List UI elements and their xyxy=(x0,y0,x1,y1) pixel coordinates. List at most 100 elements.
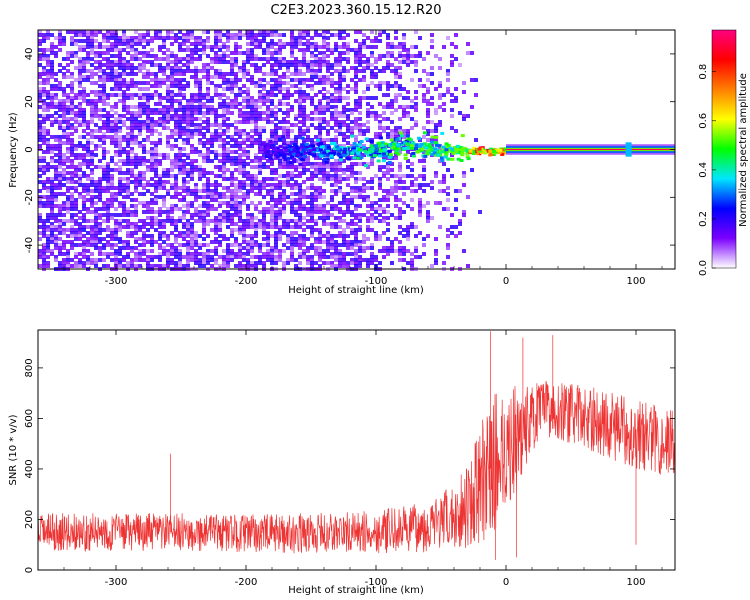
spectrogram-cell xyxy=(102,141,106,145)
spectrogram-cell xyxy=(270,108,274,112)
spectrogram-cell xyxy=(170,183,174,187)
spectrogram-cell xyxy=(146,201,150,205)
spectrogram-cell xyxy=(334,240,338,244)
spectrogram-cell xyxy=(258,93,262,97)
spectrogram-cell xyxy=(246,36,250,40)
spectrogram-cell xyxy=(86,177,90,181)
spectrogram-cell xyxy=(398,51,402,55)
spectrogram-cell xyxy=(178,243,182,247)
spectrogram-cell xyxy=(234,150,238,154)
spectrogram-cell xyxy=(474,138,478,142)
spectrogram-cell xyxy=(74,198,78,202)
spectrogram-cell xyxy=(278,81,282,85)
spectrogram-cell xyxy=(194,111,198,115)
spectrogram-cell xyxy=(82,147,86,151)
spectrogram-cell xyxy=(414,69,418,73)
spectrogram-cell xyxy=(306,207,310,211)
spectrogram-cell xyxy=(38,204,42,208)
spectrogram-cell xyxy=(74,234,78,238)
spectrogram-cell xyxy=(405,139,410,143)
spectrogram-cell xyxy=(362,213,366,217)
spectrogram-cell xyxy=(126,45,130,49)
spectrogram-cell xyxy=(62,153,66,157)
spectrogram-cell xyxy=(266,51,270,55)
spectrogram-cell xyxy=(162,174,166,178)
spectrogram-cell xyxy=(222,165,226,169)
spectrogram-cell xyxy=(282,249,286,253)
spectrogram-cell xyxy=(118,63,122,67)
spectrogram-cell xyxy=(174,249,178,253)
spectrogram-cell xyxy=(262,210,266,214)
spectrogram-cell xyxy=(246,93,250,97)
spectrogram-cell xyxy=(178,153,182,157)
spectrogram-cell xyxy=(38,264,42,268)
spectrogram-cell xyxy=(282,198,286,202)
spectrogram-cell xyxy=(366,114,370,118)
spectrogram-cell xyxy=(326,231,330,235)
spectrogram-cell xyxy=(326,96,330,100)
spectrogram-cell xyxy=(338,261,342,265)
spectrogram-cell xyxy=(366,36,370,40)
spectrogram-cell xyxy=(250,105,254,109)
spectrogram-cell xyxy=(358,189,362,193)
spectrogram-cell xyxy=(266,177,270,181)
spectrogram-cell xyxy=(317,153,322,157)
spectrogram-cell xyxy=(352,141,357,145)
spectrogram-cell xyxy=(270,45,274,49)
spectrogram-cell xyxy=(298,237,302,241)
spectrogram-cell xyxy=(462,90,466,94)
spectrogram-cell xyxy=(94,102,98,106)
spectrogram-cell xyxy=(270,69,274,73)
spectrogram-cell xyxy=(58,120,62,124)
spectrogram-cell xyxy=(370,111,374,115)
spectrogram-cell xyxy=(250,138,254,142)
spectrogram-cell xyxy=(246,195,250,199)
spectrogram-cell xyxy=(38,42,42,46)
spectrogram-cell xyxy=(202,201,206,205)
spectrogram-cell xyxy=(62,39,66,43)
spectrogram-cell xyxy=(190,192,194,196)
spectrogram-cell xyxy=(242,186,246,190)
spectrogram-cell xyxy=(338,78,342,82)
spectrogram-cell xyxy=(38,96,42,100)
spectrogram-cell xyxy=(114,132,118,136)
spectrogram-cell xyxy=(254,42,258,46)
spectrogram-cell xyxy=(378,207,382,211)
spectrogram-cell xyxy=(294,210,298,214)
spectrogram-cell xyxy=(122,240,126,244)
spectrogram-cell xyxy=(398,225,402,229)
spectrogram-cell xyxy=(250,117,254,121)
spectrogram-cell xyxy=(74,114,78,118)
spectrogram-cell xyxy=(250,51,254,55)
spectrogram-cell xyxy=(402,96,406,100)
spectrogram-cell xyxy=(326,138,330,142)
spectrogram-cell xyxy=(122,108,126,112)
spectrogram-cell xyxy=(234,201,238,205)
spectrogram-cell xyxy=(322,30,326,34)
spectrogram-cell xyxy=(282,174,286,178)
spectrogram-cell xyxy=(190,132,194,136)
spectrogram-cell xyxy=(282,180,286,184)
spectrogram-cell xyxy=(246,87,250,91)
spectrogram-cell xyxy=(350,252,354,256)
spectrogram-cell xyxy=(222,264,226,268)
spectrogram-cell xyxy=(174,69,178,73)
spectrogram-cell xyxy=(222,78,226,82)
spectrogram-cell xyxy=(74,126,78,130)
spectrogram-cell xyxy=(162,36,166,40)
spectrogram-cell xyxy=(230,33,234,37)
spectrogram-cell xyxy=(270,33,274,37)
spectrogram-cell xyxy=(246,117,250,121)
spectrogram-cell xyxy=(414,90,418,94)
spectrogram-cell xyxy=(42,90,46,94)
spectrogram-cell xyxy=(170,246,174,250)
spectrogram-cell xyxy=(418,213,422,217)
spectrogram-cell xyxy=(86,99,90,103)
spectrogram-cell xyxy=(274,87,278,91)
spectrogram-cell xyxy=(370,159,374,163)
spectrogram-cell xyxy=(246,114,250,118)
spectrogram-cell xyxy=(46,129,50,133)
spectrogram-cell xyxy=(406,159,410,163)
spectrogram-cell xyxy=(290,105,294,109)
spectrogram-cell xyxy=(50,165,54,169)
